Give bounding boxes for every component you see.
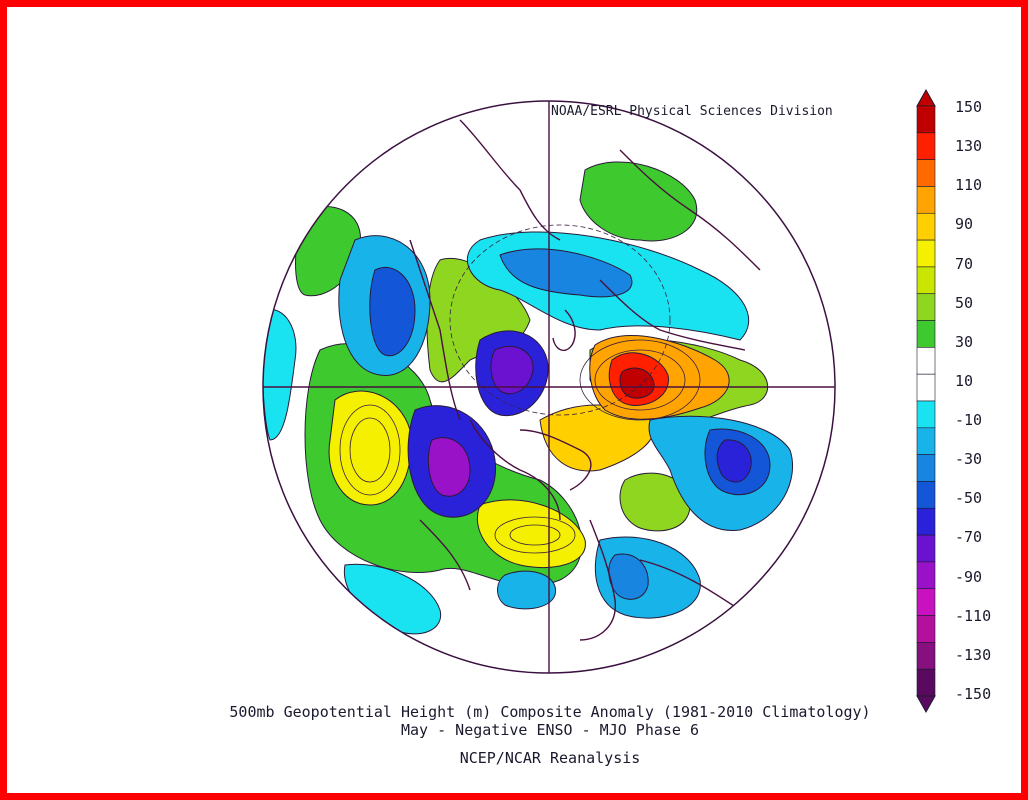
colorbar-top-arrow bbox=[916, 88, 936, 107]
colorbar-swatch bbox=[916, 481, 936, 509]
caption-title: 500mb Geopotential Height (m) Composite … bbox=[229, 703, 871, 721]
colorbar-label: 150 bbox=[955, 98, 983, 116]
anomaly-yellow-arctic-band bbox=[539, 404, 654, 472]
anomaly-magenta-midpac-core bbox=[427, 437, 471, 497]
colorbar-label: -150 bbox=[955, 685, 992, 703]
colorbar bbox=[916, 88, 936, 714]
colorbar-swatch bbox=[916, 132, 936, 160]
colorbar-label: -130 bbox=[955, 645, 992, 664]
credit-text: NOAA/ESRL Physical Sciences Division bbox=[551, 104, 833, 119]
colorbar-swatch bbox=[916, 347, 936, 375]
colorbar-label: 50 bbox=[955, 293, 974, 312]
colorbar-swatch bbox=[916, 400, 936, 429]
colorbar-swatch bbox=[916, 186, 936, 214]
colorbar-swatch bbox=[916, 454, 936, 482]
caption-subtitle: May - Negative ENSO - MJO Phase 6 bbox=[400, 721, 699, 739]
anomaly-blue-arctic bbox=[499, 248, 633, 298]
colorbar-label: -70 bbox=[955, 528, 983, 547]
colorbar-swatch bbox=[916, 373, 936, 402]
colorbar-swatch bbox=[916, 588, 936, 616]
anomaly-violet-canada-core bbox=[490, 345, 534, 395]
anomaly-yellow-na-core bbox=[476, 499, 586, 568]
colorbar-label: 90 bbox=[955, 215, 974, 234]
colorbar-swatch bbox=[916, 212, 936, 241]
map-outline bbox=[262, 100, 836, 674]
colorbar-swatch bbox=[916, 159, 936, 187]
coastlines bbox=[409, 119, 801, 651]
colorbar-label: 70 bbox=[955, 254, 974, 273]
colorbar-label: 30 bbox=[955, 332, 974, 351]
colorbar-label: -10 bbox=[955, 411, 983, 430]
colorbar-label: -50 bbox=[955, 489, 983, 508]
colorbar-swatch bbox=[916, 534, 936, 563]
colorbar-label: -90 bbox=[955, 567, 983, 586]
colorbar-swatch bbox=[916, 239, 936, 268]
anomaly-green-eurasia bbox=[579, 161, 698, 242]
colorbar-label: 130 bbox=[955, 137, 983, 156]
colorbar-swatch bbox=[916, 293, 936, 321]
colorbar-label: -30 bbox=[955, 450, 983, 469]
colorbar-swatch bbox=[916, 668, 936, 697]
anomaly-cyan-bottom bbox=[497, 570, 556, 610]
colorbar-label: 110 bbox=[955, 176, 983, 195]
colorbar-swatch bbox=[916, 105, 936, 134]
anomaly-darkred-europe-core bbox=[619, 367, 655, 399]
anomaly-field bbox=[263, 101, 835, 673]
caption-source: NCEP/NCAR Reanalysis bbox=[459, 749, 641, 767]
anomaly-yellow-pacific-core bbox=[328, 390, 412, 506]
anomaly-green-blob-se bbox=[619, 472, 691, 532]
anomaly-blue-nw-pacific bbox=[369, 267, 416, 357]
colorbar-swatch bbox=[916, 266, 936, 295]
colorbar-label: 10 bbox=[955, 371, 974, 390]
colorbar-swatch bbox=[916, 507, 936, 536]
colorbar-bottom-arrow bbox=[916, 695, 936, 714]
colorbar-swatch bbox=[916, 561, 936, 590]
contour-lines bbox=[339, 224, 701, 554]
colorbar-swatch bbox=[916, 615, 936, 643]
colorbar-label: -110 bbox=[955, 606, 992, 625]
colorbar-swatch bbox=[916, 320, 936, 348]
anomaly-blue-eastatlantic bbox=[716, 439, 752, 483]
colorbar-swatch bbox=[916, 427, 936, 455]
colorbar-swatch bbox=[916, 642, 936, 670]
anomaly-cyan-sw bbox=[263, 308, 297, 441]
